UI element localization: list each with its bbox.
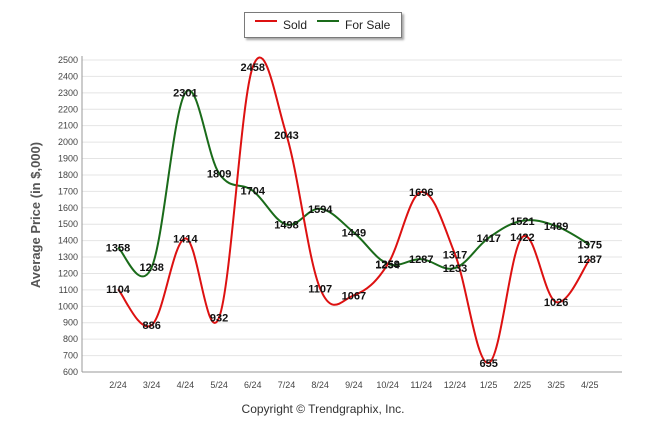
- y-tick-label: 600: [63, 367, 78, 377]
- x-tick-label: 6/24: [244, 380, 262, 390]
- x-tick-labels: 2/24 3/24 4/24 5/24 6/24 7/24 8/24 9/24 10/24 11/…: [109, 380, 598, 390]
- y-tick-label: 1200: [58, 268, 78, 278]
- y-tick-label: 1700: [58, 186, 78, 196]
- y-tick-label: 2200: [58, 104, 78, 114]
- data-label-for-sale: 1489: [544, 221, 568, 233]
- y-tick-label: 2300: [58, 88, 78, 98]
- data-label-sold: 1287: [578, 254, 602, 266]
- x-tick-label: 8/24: [311, 380, 329, 390]
- data-label-sold: 1317: [443, 249, 467, 261]
- data-label-sold: 1026: [544, 297, 568, 309]
- y-tick-label: 2100: [58, 121, 78, 131]
- data-label-for-sale: 2301: [173, 88, 197, 100]
- y-tick-label: 2500: [58, 55, 78, 65]
- y-tick-label: 1100: [59, 285, 78, 295]
- x-tick-label: 12/24: [444, 380, 467, 390]
- x-tick-label: 10/24: [376, 380, 399, 390]
- data-label-for-sale: 1498: [274, 220, 298, 232]
- x-tick-label: 4/24: [177, 380, 195, 390]
- data-label-sold: 1696: [409, 187, 433, 199]
- data-label-sold: 1422: [510, 232, 534, 244]
- x-tick-label: 3/25: [547, 380, 565, 390]
- legend-swatch-sold: [255, 20, 277, 22]
- series-line-sold: [117, 56, 591, 364]
- x-tick-label: 9/24: [345, 380, 363, 390]
- y-tick-label: 900: [63, 318, 78, 328]
- data-label-sold: 886: [143, 320, 161, 332]
- data-label-sold: 2458: [241, 62, 265, 74]
- data-label-sold: 1104: [106, 284, 131, 296]
- y-tick-label: 1900: [58, 154, 78, 164]
- axes: [81, 56, 622, 373]
- y-tick-label: 2400: [58, 71, 78, 81]
- y-tick-label: 2000: [58, 137, 78, 147]
- copyright-text: Copyright © Trendgraphix, Inc.: [241, 402, 405, 416]
- series-lines: [117, 56, 591, 364]
- y-tick-label: 1600: [58, 203, 78, 213]
- y-tick-label: 1800: [58, 170, 78, 180]
- legend: Sold For Sale: [244, 12, 402, 38]
- data-label-sold: 932: [210, 312, 228, 324]
- series-line-for-sale: [117, 89, 591, 278]
- data-label-sold: 1067: [342, 290, 366, 302]
- data-label-for-sale: 1594: [308, 204, 333, 216]
- data-label-sold: 1414: [173, 233, 198, 245]
- data-label-for-sale: 1449: [342, 228, 366, 240]
- data-label-sold: 2043: [274, 130, 298, 142]
- data-label-sold: 1254: [375, 260, 400, 272]
- data-label-for-sale: 1375: [578, 240, 602, 252]
- grid-lines: [82, 59, 622, 373]
- y-tick-labels: 600 700 800 900 1000 1100 1200 1300 1400 1500 1600…: [58, 55, 78, 377]
- data-label-for-sale: 1521: [510, 216, 534, 228]
- legend-label-sold: Sold: [283, 18, 308, 32]
- x-tick-label: 4/25: [581, 380, 599, 390]
- data-label-for-sale: 1259: [375, 259, 399, 271]
- y-tick-label: 700: [63, 351, 78, 361]
- x-tick-label: 2/25: [514, 380, 532, 390]
- y-tick-label: 800: [63, 334, 78, 344]
- x-tick-label: 5/24: [210, 380, 228, 390]
- data-label-for-sale: 1238: [139, 262, 163, 274]
- x-tick-label: 1/25: [480, 380, 498, 390]
- data-label-for-sale: 1358: [106, 243, 130, 255]
- data-labels: 1104 886 1414 932 2458 2043 1107 1067 1254 1696 13…: [106, 62, 602, 370]
- data-label-for-sale: 1287: [409, 254, 433, 266]
- x-tick-label: 11/24: [410, 380, 432, 390]
- data-label-for-sale: 1417: [476, 233, 500, 245]
- x-tick-label: 2/24: [109, 380, 127, 390]
- data-label-for-sale: 1704: [241, 186, 266, 198]
- y-tick-label: 1000: [58, 301, 78, 311]
- data-label-for-sale: 1233: [443, 263, 467, 275]
- x-tick-label: 3/24: [143, 380, 161, 390]
- legend-label-for-sale: For Sale: [345, 18, 391, 32]
- y-tick-label: 1400: [58, 236, 78, 246]
- data-label-for-sale: 1809: [207, 168, 231, 180]
- data-label-sold: 1107: [308, 284, 332, 296]
- y-axis-label: Average Price (in $,000): [28, 142, 43, 288]
- x-tick-label: 7/24: [278, 380, 296, 390]
- data-label-sold: 655: [480, 358, 498, 370]
- y-tick-label: 1500: [58, 219, 78, 229]
- y-tick-label: 1300: [58, 252, 78, 262]
- legend-swatch-for-sale: [317, 20, 339, 22]
